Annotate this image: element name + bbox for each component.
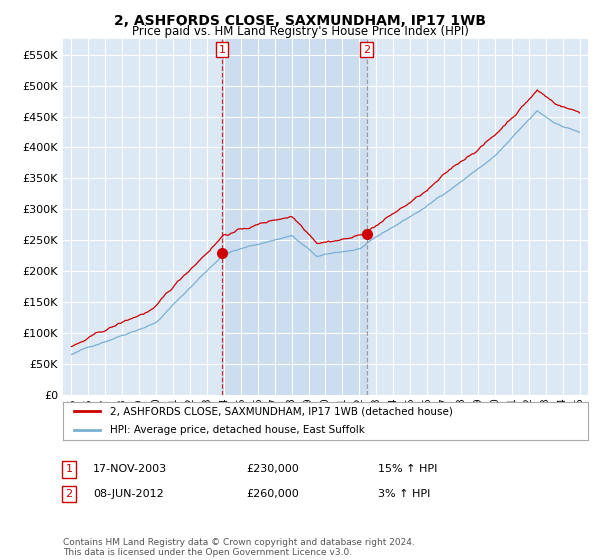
Text: 2, ASHFORDS CLOSE, SAXMUNDHAM, IP17 1WB: 2, ASHFORDS CLOSE, SAXMUNDHAM, IP17 1WB xyxy=(114,14,486,28)
Text: 2: 2 xyxy=(363,45,370,54)
Text: Price paid vs. HM Land Registry's House Price Index (HPI): Price paid vs. HM Land Registry's House … xyxy=(131,25,469,38)
Text: HPI: Average price, detached house, East Suffolk: HPI: Average price, detached house, East… xyxy=(110,425,365,435)
Text: £260,000: £260,000 xyxy=(246,489,299,499)
Text: 1: 1 xyxy=(65,464,73,474)
Text: 08-JUN-2012: 08-JUN-2012 xyxy=(93,489,164,499)
Text: 1: 1 xyxy=(218,45,226,54)
Text: 15% ↑ HPI: 15% ↑ HPI xyxy=(378,464,437,474)
Text: Contains HM Land Registry data © Crown copyright and database right 2024.
This d: Contains HM Land Registry data © Crown c… xyxy=(63,538,415,557)
Text: 17-NOV-2003: 17-NOV-2003 xyxy=(93,464,167,474)
Text: 2, ASHFORDS CLOSE, SAXMUNDHAM, IP17 1WB (detached house): 2, ASHFORDS CLOSE, SAXMUNDHAM, IP17 1WB … xyxy=(110,406,453,416)
Text: £230,000: £230,000 xyxy=(246,464,299,474)
Text: 2: 2 xyxy=(65,489,73,499)
Bar xyxy=(222,39,367,395)
Text: 3% ↑ HPI: 3% ↑ HPI xyxy=(378,489,430,499)
